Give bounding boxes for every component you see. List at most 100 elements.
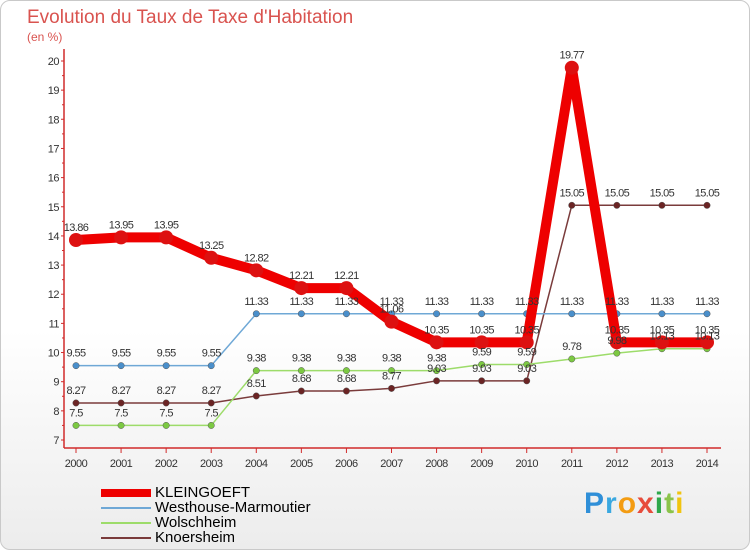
chart-title: Evolution du Taux de Taxe d'Habitation bbox=[27, 7, 354, 28]
data-point bbox=[700, 335, 714, 350]
x-tick-label: 2004 bbox=[245, 458, 268, 470]
data-label: 7.5 bbox=[69, 407, 83, 419]
legend-swatch-westhouse-marmoutier bbox=[101, 507, 151, 509]
data-point bbox=[523, 361, 531, 368]
data-label: 8.68 bbox=[292, 373, 311, 385]
data-label: 10.13 bbox=[650, 331, 675, 343]
data-point bbox=[252, 367, 260, 375]
data-label: 10.35 bbox=[605, 324, 630, 336]
data-label: 10.13 bbox=[695, 331, 720, 343]
data-label: 8.51 bbox=[247, 378, 266, 390]
data-point bbox=[159, 230, 174, 245]
data-label: 9.59 bbox=[472, 346, 491, 358]
data-point bbox=[72, 399, 80, 407]
legend-label-westhouse-marmoutier: Westhouse-Marmoutier bbox=[155, 499, 311, 516]
data-label: 11.33 bbox=[515, 296, 539, 308]
logo-letter: P bbox=[584, 487, 606, 520]
data-label: 10.35 bbox=[514, 324, 539, 336]
x-tick-label: 2002 bbox=[155, 458, 178, 470]
logo-letter: r bbox=[605, 487, 618, 520]
legend-swatch-knoersheim bbox=[101, 537, 151, 539]
y-tick-label: 7 bbox=[53, 435, 59, 447]
data-point bbox=[654, 335, 669, 350]
data-label: 13.95 bbox=[154, 219, 179, 231]
data-point bbox=[342, 310, 350, 318]
data-point bbox=[658, 310, 666, 318]
logo-letter: i bbox=[675, 487, 685, 520]
y-tick-label: 16 bbox=[48, 173, 60, 185]
data-point bbox=[252, 392, 260, 400]
data-point bbox=[568, 355, 576, 363]
data-label: 8.27 bbox=[202, 385, 221, 397]
data-label: 19.77 bbox=[560, 50, 585, 62]
data-label: 11.33 bbox=[289, 296, 313, 308]
data-point bbox=[114, 230, 129, 245]
x-tick-label: 2009 bbox=[470, 458, 493, 470]
data-label: 10.35 bbox=[650, 324, 675, 336]
data-label: 11.33 bbox=[560, 296, 584, 308]
legend-label-kleingoeft: KLEINGOEFT bbox=[155, 484, 251, 501]
data-point bbox=[162, 399, 170, 407]
data-label: 11.33 bbox=[605, 296, 629, 308]
data-label: 12.21 bbox=[334, 270, 359, 282]
data-point bbox=[703, 201, 711, 209]
data-point bbox=[384, 314, 399, 329]
data-label: 8.27 bbox=[112, 385, 131, 397]
y-tick-label: 11 bbox=[49, 318, 60, 330]
data-point bbox=[117, 399, 125, 407]
data-label: 8.27 bbox=[157, 385, 176, 397]
data-point bbox=[69, 233, 83, 248]
x-tick-label: 2006 bbox=[335, 458, 358, 470]
data-label: 9.03 bbox=[517, 363, 536, 375]
data-label: 11.33 bbox=[244, 296, 268, 308]
y-tick-label: 14 bbox=[48, 231, 60, 243]
logo-letter: t bbox=[664, 487, 676, 520]
x-tick-label: 2013 bbox=[651, 458, 674, 470]
logo-letter: o bbox=[617, 487, 638, 520]
data-point bbox=[339, 281, 354, 296]
data-point bbox=[342, 367, 350, 375]
data-point bbox=[117, 421, 125, 429]
chart-subtitle: (en %) bbox=[27, 30, 63, 44]
data-label: 8.27 bbox=[66, 385, 85, 397]
data-point bbox=[658, 201, 666, 209]
y-tick-label: 8 bbox=[53, 406, 59, 418]
data-label: 7.5 bbox=[114, 407, 128, 419]
data-label: 9.03 bbox=[427, 363, 446, 375]
data-point bbox=[162, 421, 170, 429]
y-tick-label: 15 bbox=[48, 202, 60, 214]
logo-letter: i bbox=[654, 487, 665, 520]
data-point bbox=[297, 367, 305, 375]
y-tick-label: 12 bbox=[48, 289, 60, 301]
data-label: 11.33 bbox=[335, 296, 359, 308]
x-tick-label: 2001 bbox=[110, 458, 133, 470]
x-tick-label: 2005 bbox=[290, 458, 313, 470]
data-point bbox=[252, 310, 260, 318]
data-label: 9.55 bbox=[66, 348, 85, 360]
y-tick-label: 18 bbox=[48, 114, 60, 126]
data-label: 9.03 bbox=[472, 363, 491, 375]
data-label: 8.77 bbox=[382, 370, 401, 382]
data-point bbox=[613, 349, 621, 357]
data-point bbox=[703, 310, 711, 318]
data-label: 15.05 bbox=[560, 187, 585, 199]
data-point bbox=[433, 367, 441, 375]
data-point bbox=[388, 367, 395, 375]
y-tick-label: 19 bbox=[48, 85, 60, 97]
data-label: 9.78 bbox=[562, 341, 581, 353]
data-point bbox=[433, 310, 441, 318]
data-point bbox=[474, 335, 489, 350]
data-label: 11.33 bbox=[470, 296, 494, 308]
data-point bbox=[294, 281, 309, 296]
legend-label-wolschheim: Wolschheim bbox=[155, 514, 237, 531]
data-label: 9.55 bbox=[157, 348, 176, 360]
data-point bbox=[478, 361, 486, 368]
data-point bbox=[568, 201, 576, 209]
data-point bbox=[609, 335, 624, 350]
y-tick-label: 10 bbox=[48, 348, 60, 360]
data-label: 13.95 bbox=[109, 219, 134, 231]
data-point bbox=[519, 335, 534, 350]
data-point bbox=[342, 387, 350, 395]
data-label: 11.06 bbox=[380, 304, 404, 316]
